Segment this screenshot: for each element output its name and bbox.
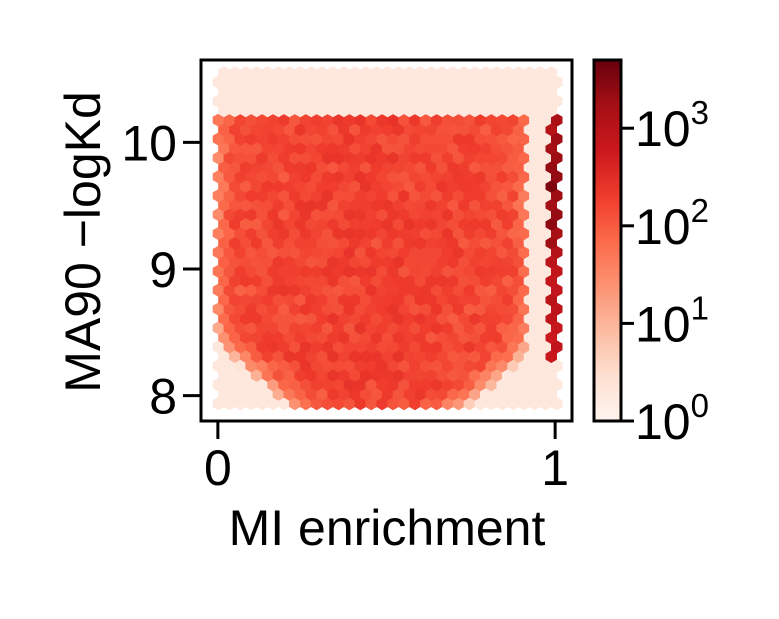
y-tick-label: 8 bbox=[149, 369, 177, 425]
hexbin-cells bbox=[212, 66, 563, 411]
hexbin-cell bbox=[305, 66, 318, 80]
hexbin-cell bbox=[479, 66, 492, 80]
hexbin-cell bbox=[534, 66, 547, 80]
colorbar-tick-label: 102 bbox=[635, 192, 709, 255]
colorbar-tick-label: 100 bbox=[635, 387, 709, 450]
x-tick-label: 0 bbox=[204, 440, 232, 496]
y-axis-label: MA90 −logKd bbox=[55, 91, 111, 393]
hexbin-cell bbox=[240, 66, 252, 80]
hexbin-cell bbox=[316, 66, 328, 80]
hexbin-cell bbox=[545, 66, 558, 80]
hexbin-cell bbox=[294, 66, 307, 80]
hexbin-cell bbox=[403, 66, 416, 80]
hexbin-cell bbox=[370, 66, 383, 80]
hexbin-cell bbox=[490, 66, 503, 80]
hexbin-cell bbox=[392, 66, 405, 80]
plot-frame bbox=[199, 58, 574, 423]
y-axis-ticks: 8 9 10 bbox=[121, 115, 201, 425]
hexbin-cell bbox=[327, 66, 339, 80]
hexbin-cell bbox=[272, 66, 285, 80]
y-tick-label: 9 bbox=[149, 242, 177, 298]
hexbin-cell bbox=[501, 66, 514, 80]
hexbin-cell bbox=[447, 66, 459, 80]
hexbin-cell bbox=[469, 66, 481, 80]
hexbin-cell bbox=[523, 66, 536, 80]
hexbin-cell bbox=[338, 66, 350, 80]
hexbin-cell bbox=[458, 66, 470, 80]
colorbar-ticks: 100 101 102 103 bbox=[621, 94, 709, 450]
hexbin-cell bbox=[261, 66, 274, 80]
hexbin-cell bbox=[349, 66, 361, 80]
hexbin-cell bbox=[283, 66, 296, 80]
hexbin-cell bbox=[250, 66, 263, 80]
hexbin-cell bbox=[381, 66, 394, 80]
hexbin-cell bbox=[414, 66, 427, 80]
hexbin-cell bbox=[218, 66, 230, 80]
colorbar-tick-label: 101 bbox=[635, 289, 709, 352]
hexbin-cell bbox=[425, 66, 438, 80]
colorbar-tick-label: 103 bbox=[635, 94, 709, 157]
y-tick-label: 10 bbox=[121, 115, 177, 171]
x-tick-label: 1 bbox=[541, 440, 569, 496]
x-axis-label: MI enrichment bbox=[229, 500, 546, 556]
hexbin-cell bbox=[229, 66, 241, 80]
hexbin-cell bbox=[359, 66, 372, 80]
hexbin-cell bbox=[436, 66, 448, 80]
colorbar bbox=[592, 58, 623, 423]
hexbin-cell bbox=[512, 66, 525, 80]
